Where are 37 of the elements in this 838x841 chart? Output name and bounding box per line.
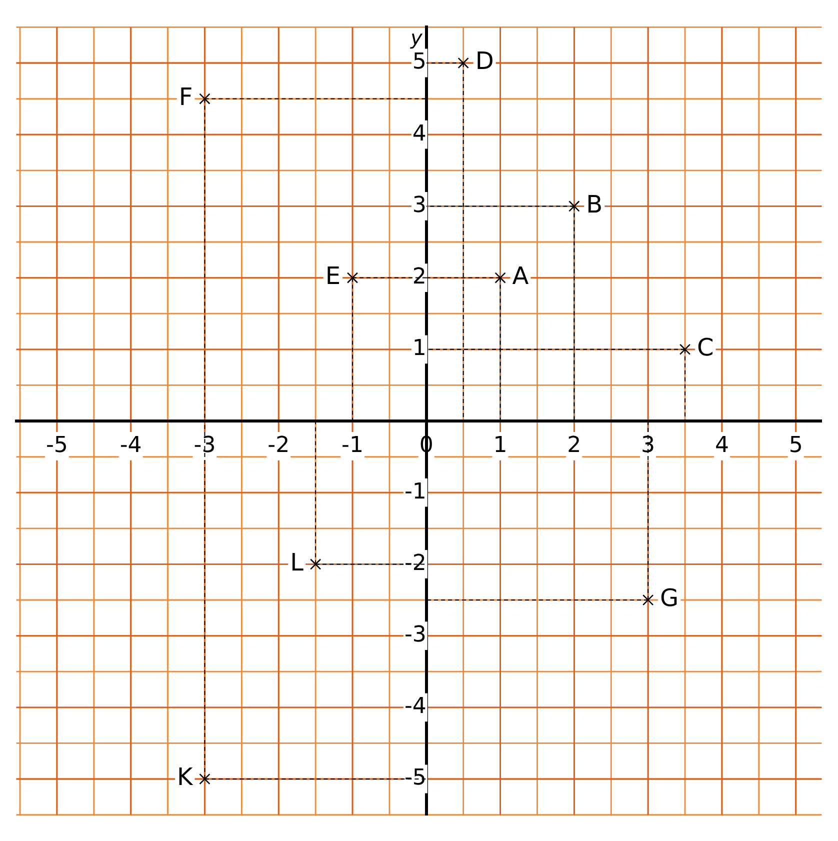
y-tick-label: -1 xyxy=(404,479,426,504)
y-tick-label: 2 xyxy=(412,264,426,290)
point xyxy=(494,272,506,284)
point xyxy=(346,272,358,284)
y-tick-label: 5 xyxy=(412,50,426,75)
point xyxy=(568,200,580,212)
y-tick-label: -4 xyxy=(404,694,426,720)
point xyxy=(199,773,210,785)
y-tick-label: 1 xyxy=(412,336,426,362)
x-tick-label: -1 xyxy=(342,432,364,458)
point xyxy=(458,57,469,69)
x-tick-label: -3 xyxy=(194,432,216,458)
x-tick-label: 5 xyxy=(788,432,803,458)
point xyxy=(199,93,210,104)
annotation: G xyxy=(660,584,679,612)
x-tick-label: 3 xyxy=(641,432,656,458)
annotation: L xyxy=(290,548,304,576)
point xyxy=(310,558,322,570)
x-tick-label: -4 xyxy=(120,432,142,458)
x-tick-label: -2 xyxy=(268,432,290,458)
annotation: K xyxy=(176,763,194,792)
x-tick-label: -5 xyxy=(46,432,68,458)
y-tick-label: 4 xyxy=(412,121,426,146)
annotation: E xyxy=(325,262,340,290)
y-tick-label: -3 xyxy=(404,622,426,648)
x-tick-label: 4 xyxy=(714,432,729,458)
annotation: D xyxy=(475,47,494,76)
annotation: A xyxy=(512,262,530,290)
annotation: C xyxy=(697,334,714,362)
annotation: F xyxy=(178,83,193,112)
point xyxy=(642,594,654,606)
x-tick-label: 2 xyxy=(567,432,582,458)
y-axis-title: y xyxy=(410,25,424,50)
point xyxy=(679,344,691,355)
y-tick-label: 3 xyxy=(412,192,426,218)
x-tick-label: 1 xyxy=(493,432,508,458)
annotation: B xyxy=(586,190,603,218)
